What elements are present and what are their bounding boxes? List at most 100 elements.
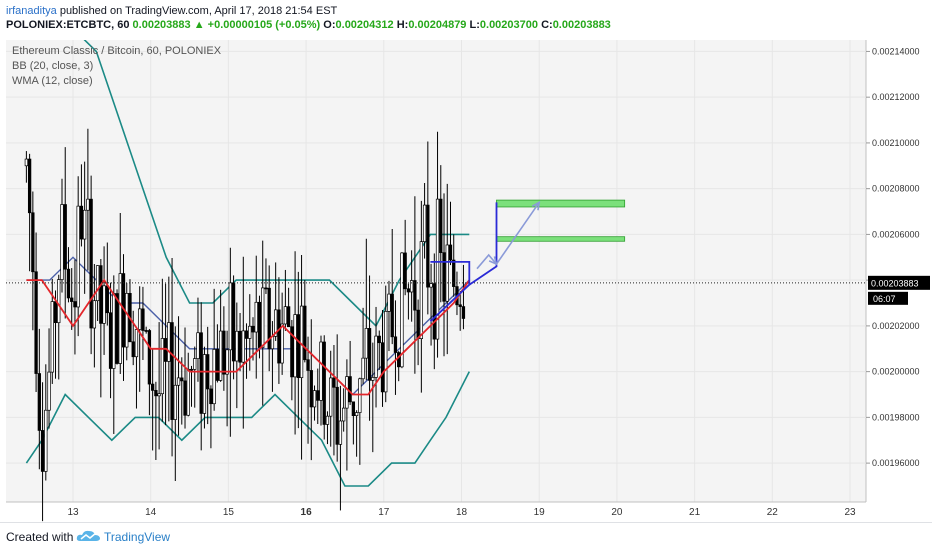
candle-down bbox=[108, 312, 113, 369]
low-label: L: bbox=[469, 19, 480, 31]
candle-down bbox=[458, 304, 462, 307]
triangle-pattern bbox=[429, 261, 471, 322]
candle-up bbox=[274, 309, 278, 337]
last-price-badge bbox=[868, 275, 930, 290]
candle-down bbox=[34, 271, 38, 374]
candle-down bbox=[141, 308, 145, 331]
candle-down bbox=[335, 386, 339, 445]
candle-up bbox=[47, 371, 51, 411]
candle-down bbox=[309, 370, 313, 408]
chart-canvas[interactable]: 0.00214000 0.00212000 0.00210000 0.00208000… bbox=[6, 40, 932, 522]
last-price: 0.00203883 bbox=[132, 19, 191, 31]
candle-down bbox=[380, 342, 385, 393]
candle-down bbox=[99, 265, 103, 324]
candle-up bbox=[409, 280, 414, 293]
candle-up bbox=[248, 325, 252, 339]
candle-down bbox=[189, 368, 194, 371]
candle-down bbox=[244, 330, 249, 339]
target-zone-box bbox=[496, 199, 626, 208]
created-with-text: Created with bbox=[6, 530, 74, 544]
projection-step-path bbox=[468, 202, 498, 286]
candle-up bbox=[50, 301, 54, 373]
candle-up bbox=[218, 330, 223, 381]
candle-up bbox=[112, 293, 116, 369]
candle-down bbox=[31, 212, 35, 273]
symbol-label: POLONIEX:ETCBTC, 60 bbox=[6, 19, 130, 31]
candle-down bbox=[413, 280, 417, 311]
candle-down bbox=[27, 158, 32, 214]
open-label: O: bbox=[323, 19, 336, 31]
candle-up bbox=[419, 241, 424, 339]
candle-down bbox=[170, 322, 174, 420]
candle-up bbox=[60, 204, 64, 280]
time-tick-label: 19 bbox=[534, 507, 546, 518]
candle-down bbox=[406, 288, 411, 293]
candle-up bbox=[138, 308, 142, 330]
tradingview-brand[interactable]: TradingView bbox=[104, 530, 171, 544]
candle-down bbox=[267, 287, 271, 350]
candle-down bbox=[53, 301, 58, 324]
price-tick-label: 0.00208000 bbox=[872, 184, 920, 194]
time-tick-label: 22 bbox=[767, 507, 779, 518]
candle-down bbox=[452, 259, 456, 287]
price-chart[interactable]: 0.00214000 0.00212000 0.00210000 0.00208000… bbox=[6, 40, 930, 522]
candle-down bbox=[115, 293, 119, 364]
legend-wma[interactable]: WMA (12, close) bbox=[12, 75, 93, 87]
candle-down bbox=[322, 341, 326, 425]
candle-down bbox=[432, 283, 436, 340]
footer-bar: Created with TradingView bbox=[0, 522, 932, 551]
candle-up bbox=[342, 407, 346, 422]
price-tick-label: 0.00202000 bbox=[872, 321, 920, 331]
candle-down bbox=[150, 383, 155, 391]
candle-up bbox=[325, 415, 330, 425]
legend-title: Ethereum Classic / Bitcoin, 60, POLONIEX bbox=[12, 45, 222, 57]
candle-down bbox=[290, 326, 294, 378]
candle-up bbox=[186, 368, 190, 416]
candle-down bbox=[397, 352, 401, 368]
candle-down bbox=[316, 390, 320, 401]
candle-down bbox=[199, 332, 203, 414]
candle-down bbox=[296, 314, 300, 379]
last-price-label: 0.00203883 bbox=[871, 278, 919, 288]
high-value: 0.00204879 bbox=[408, 19, 467, 31]
candle-up bbox=[361, 357, 365, 380]
candle-up bbox=[374, 335, 378, 378]
price-tick-label: 0.00210000 bbox=[872, 138, 920, 148]
candle-up bbox=[241, 330, 245, 363]
price-tick-label: 0.00214000 bbox=[872, 46, 920, 56]
candle-down bbox=[183, 380, 187, 416]
candle-up bbox=[384, 311, 388, 393]
time-tick-label: 16 bbox=[301, 507, 313, 518]
candle-up bbox=[92, 300, 97, 329]
legend-bb[interactable]: BB (20, close, 3) bbox=[12, 60, 94, 72]
arrow-head-icon bbox=[488, 256, 498, 266]
candle-down bbox=[154, 390, 158, 397]
chart-header: irfanaditya published on TradingView.com… bbox=[0, 0, 932, 36]
candle-up bbox=[225, 349, 229, 375]
candle-up bbox=[435, 198, 440, 340]
candle-down bbox=[348, 376, 352, 403]
open-value: 0.00204312 bbox=[335, 19, 394, 31]
candle-down bbox=[351, 401, 356, 417]
candle-down bbox=[286, 306, 291, 328]
candle-up bbox=[261, 287, 265, 348]
candle-down bbox=[332, 377, 336, 388]
candle-up bbox=[400, 252, 404, 368]
bb-lower-line bbox=[25, 371, 471, 487]
candle-up bbox=[299, 305, 304, 379]
time-tick-label: 23 bbox=[844, 507, 856, 518]
price-change: +0.00000105 (+0.05%) bbox=[207, 19, 321, 31]
candle-down bbox=[264, 287, 268, 290]
candle-down bbox=[442, 252, 446, 302]
candle-down bbox=[40, 430, 45, 472]
candle-up bbox=[102, 285, 106, 324]
candle-down bbox=[426, 204, 430, 288]
candle-down bbox=[238, 330, 242, 363]
projection-arrow bbox=[476, 253, 498, 270]
author-link[interactable]: irfanaditya bbox=[6, 5, 57, 17]
wma-line bbox=[26, 278, 471, 396]
candle-up bbox=[76, 205, 80, 308]
candle-down bbox=[390, 293, 394, 338]
candle-up bbox=[24, 158, 29, 167]
candle-down bbox=[66, 268, 71, 299]
